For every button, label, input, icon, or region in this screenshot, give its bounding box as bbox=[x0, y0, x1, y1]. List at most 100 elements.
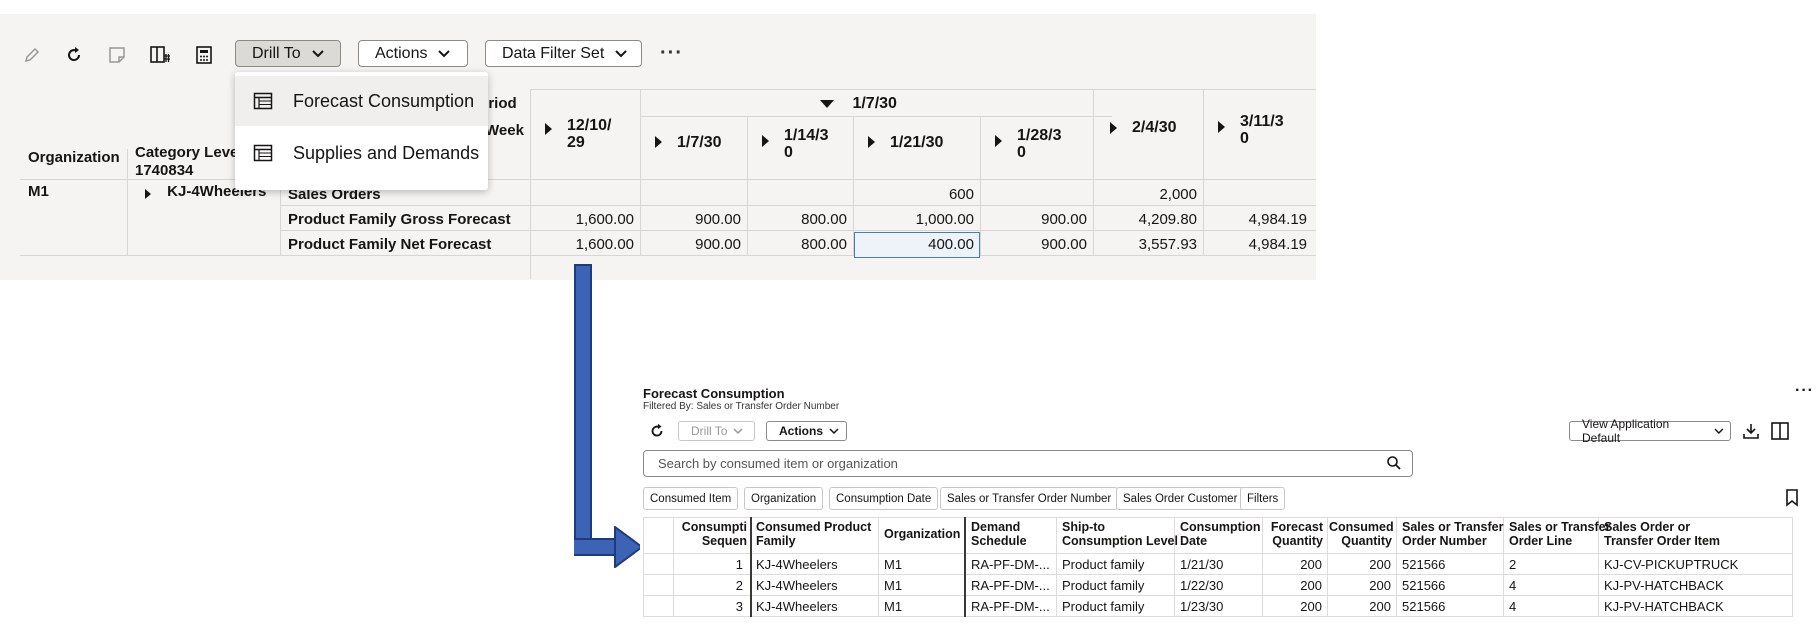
chip-label: Sales or Transfer Order Number bbox=[947, 492, 1112, 505]
expand-icon bbox=[868, 136, 875, 148]
actions-button[interactable]: Actions bbox=[358, 40, 468, 67]
filter-chip-sales-order-customer[interactable]: Sales Order Customer bbox=[1116, 487, 1245, 510]
expand-icon bbox=[1218, 121, 1225, 133]
grid-cell[interactable]: 800.00 bbox=[801, 236, 847, 253]
measure-gross-forecast: Product Family Gross Forecast bbox=[288, 211, 511, 228]
table-cell: 200 bbox=[1369, 557, 1391, 572]
connector-arrow-horizontal bbox=[574, 538, 618, 556]
table-cell: M1 bbox=[884, 578, 903, 593]
layout-icon[interactable] bbox=[146, 42, 174, 68]
column-header[interactable]: Sales or Transfer Order Line bbox=[1509, 520, 1611, 548]
column-header[interactable]: Organization bbox=[884, 527, 961, 541]
table-cell: M1 bbox=[884, 599, 903, 614]
drill-to-button[interactable]: Drill To bbox=[235, 40, 341, 67]
table-cell: M1 bbox=[884, 557, 903, 572]
column-header-label: 2/4/30 bbox=[1132, 119, 1177, 136]
grid-cell[interactable]: 2,000 bbox=[1159, 186, 1197, 203]
org-value: M1 bbox=[28, 183, 49, 200]
data-filter-set-button[interactable]: Data Filter Set bbox=[485, 40, 642, 67]
columns-icon[interactable] bbox=[1770, 421, 1790, 446]
grid-cell[interactable]: 1,600.00 bbox=[575, 211, 634, 228]
view-selector[interactable]: View Application Default bbox=[1569, 417, 1731, 445]
column-header[interactable]: Consumed Product Family bbox=[756, 520, 872, 548]
table-cell: KJ-4Wheelers bbox=[756, 578, 838, 593]
group-header-1-7-30[interactable]: 1/7/30 bbox=[820, 95, 897, 112]
table-cell: 1/21/30 bbox=[1180, 557, 1224, 572]
column-header[interactable]: Sales Order or Transfer Order Item bbox=[1604, 520, 1721, 548]
grid-cell[interactable]: 1,000.00 bbox=[915, 211, 974, 228]
panel-subtitle: Filtered By: Sales or Transfer Order Num… bbox=[643, 401, 840, 412]
table-cell: RA-PF-DM-... bbox=[971, 599, 1050, 614]
grid-cell[interactable]: 900.00 bbox=[695, 211, 741, 228]
filter-chip-consumption-date[interactable]: Consumption Date bbox=[829, 487, 939, 510]
chevron-down-icon bbox=[615, 49, 627, 57]
actions-button[interactable]: Actions bbox=[766, 421, 847, 441]
table-cell: KJ-4Wheelers bbox=[756, 599, 838, 614]
table-cell: 3 bbox=[735, 599, 743, 614]
refresh-icon[interactable] bbox=[648, 422, 666, 445]
data-filter-set-label: Data Filter Set bbox=[502, 44, 605, 62]
grid-cell[interactable]: 4,984.19 bbox=[1248, 236, 1307, 253]
pivot-panel: Drill To Actions Data Filter Set ··· bbox=[0, 14, 1316, 280]
grid-cell[interactable]: 900.00 bbox=[1041, 211, 1087, 228]
bookmark-icon[interactable] bbox=[1785, 489, 1799, 512]
refresh-icon[interactable] bbox=[60, 42, 88, 68]
calculator-icon[interactable] bbox=[190, 42, 218, 68]
more-icon[interactable]: ··· bbox=[1795, 382, 1814, 399]
grid-cell[interactable]: 900.00 bbox=[1041, 236, 1087, 253]
table-cell: 200 bbox=[1300, 599, 1322, 614]
filter-chip-order-number[interactable]: Sales or Transfer Order Number bbox=[940, 487, 1119, 510]
note-icon[interactable] bbox=[103, 42, 131, 68]
filter-chip-consumed-item[interactable]: Consumed Item bbox=[643, 487, 739, 510]
column-header-label: 1/7/30 bbox=[677, 134, 722, 151]
table-cell: Product family bbox=[1062, 557, 1145, 572]
column-header-label: 1/14/3 0 bbox=[784, 127, 829, 161]
category-level-header: Category Leve bbox=[135, 144, 239, 161]
grid-cell[interactable]: 3,557.93 bbox=[1138, 236, 1197, 253]
download-icon[interactable] bbox=[1742, 422, 1760, 445]
menu-item-forecast-consumption[interactable]: Forecast Consumption bbox=[235, 76, 488, 126]
more-icon[interactable]: ··· bbox=[660, 42, 683, 64]
column-header[interactable]: Consumption Date bbox=[1180, 520, 1261, 548]
menu-item-label: Supplies and Demands bbox=[293, 142, 480, 163]
drill-to-button[interactable]: Drill To bbox=[678, 421, 755, 441]
table-cell: 2 bbox=[735, 578, 743, 593]
grid-cell[interactable]: 4,209.80 bbox=[1138, 211, 1197, 228]
column-header[interactable]: Demand Schedule bbox=[971, 520, 1027, 548]
expand-icon bbox=[1110, 122, 1117, 134]
actions-label: Actions bbox=[375, 44, 428, 62]
grid-cell[interactable]: 1,600.00 bbox=[575, 236, 634, 253]
table-cell: 1/22/30 bbox=[1180, 578, 1224, 593]
table-cell: KJ-PV-HATCHBACK bbox=[1604, 599, 1724, 614]
grid-cell[interactable]: 4,984.19 bbox=[1248, 211, 1307, 228]
search-icon[interactable] bbox=[1386, 455, 1402, 476]
table-cell: 521566 bbox=[1402, 599, 1446, 614]
drill-to-label: Drill To bbox=[252, 44, 301, 62]
column-header[interactable]: Consumed Quantity bbox=[1329, 520, 1394, 548]
column-header[interactable]: Sales or Transfer Order Number bbox=[1402, 520, 1504, 548]
grid-cell[interactable]: 800.00 bbox=[801, 211, 847, 228]
column-header[interactable]: Consumpti Sequen bbox=[681, 520, 747, 548]
table-cell: 200 bbox=[1369, 599, 1391, 614]
filter-chip-organization[interactable]: Organization bbox=[744, 487, 824, 510]
chevron-down-icon bbox=[829, 428, 839, 435]
table-icon bbox=[253, 92, 273, 110]
grid-cell-selected[interactable]: 400.00 bbox=[928, 236, 974, 253]
panel-title: Forecast Consumption bbox=[643, 386, 785, 401]
chip-label: Organization bbox=[751, 492, 817, 505]
edit-icon[interactable] bbox=[18, 42, 46, 68]
column-header[interactable]: Ship-to Consumption Level bbox=[1062, 520, 1178, 548]
search-field bbox=[643, 450, 1413, 477]
chevron-down-icon bbox=[438, 49, 451, 57]
grid-cell[interactable]: 600 bbox=[948, 186, 974, 203]
column-header[interactable]: Forecast Quantity bbox=[1270, 520, 1323, 548]
table-cell: 200 bbox=[1300, 557, 1322, 572]
column-header-label: 1/21/30 bbox=[890, 134, 944, 151]
table-cell: 4 bbox=[1509, 599, 1517, 614]
menu-item-supplies-and-demands[interactable]: Supplies and Demands bbox=[235, 128, 488, 178]
search-input[interactable] bbox=[656, 454, 1356, 473]
view-label: View Application Default bbox=[1582, 417, 1670, 445]
filter-chip-filters[interactable]: Filters bbox=[1240, 487, 1286, 510]
grid-cell[interactable]: 900.00 bbox=[695, 236, 741, 253]
chip-label: Consumption Date bbox=[836, 492, 932, 505]
